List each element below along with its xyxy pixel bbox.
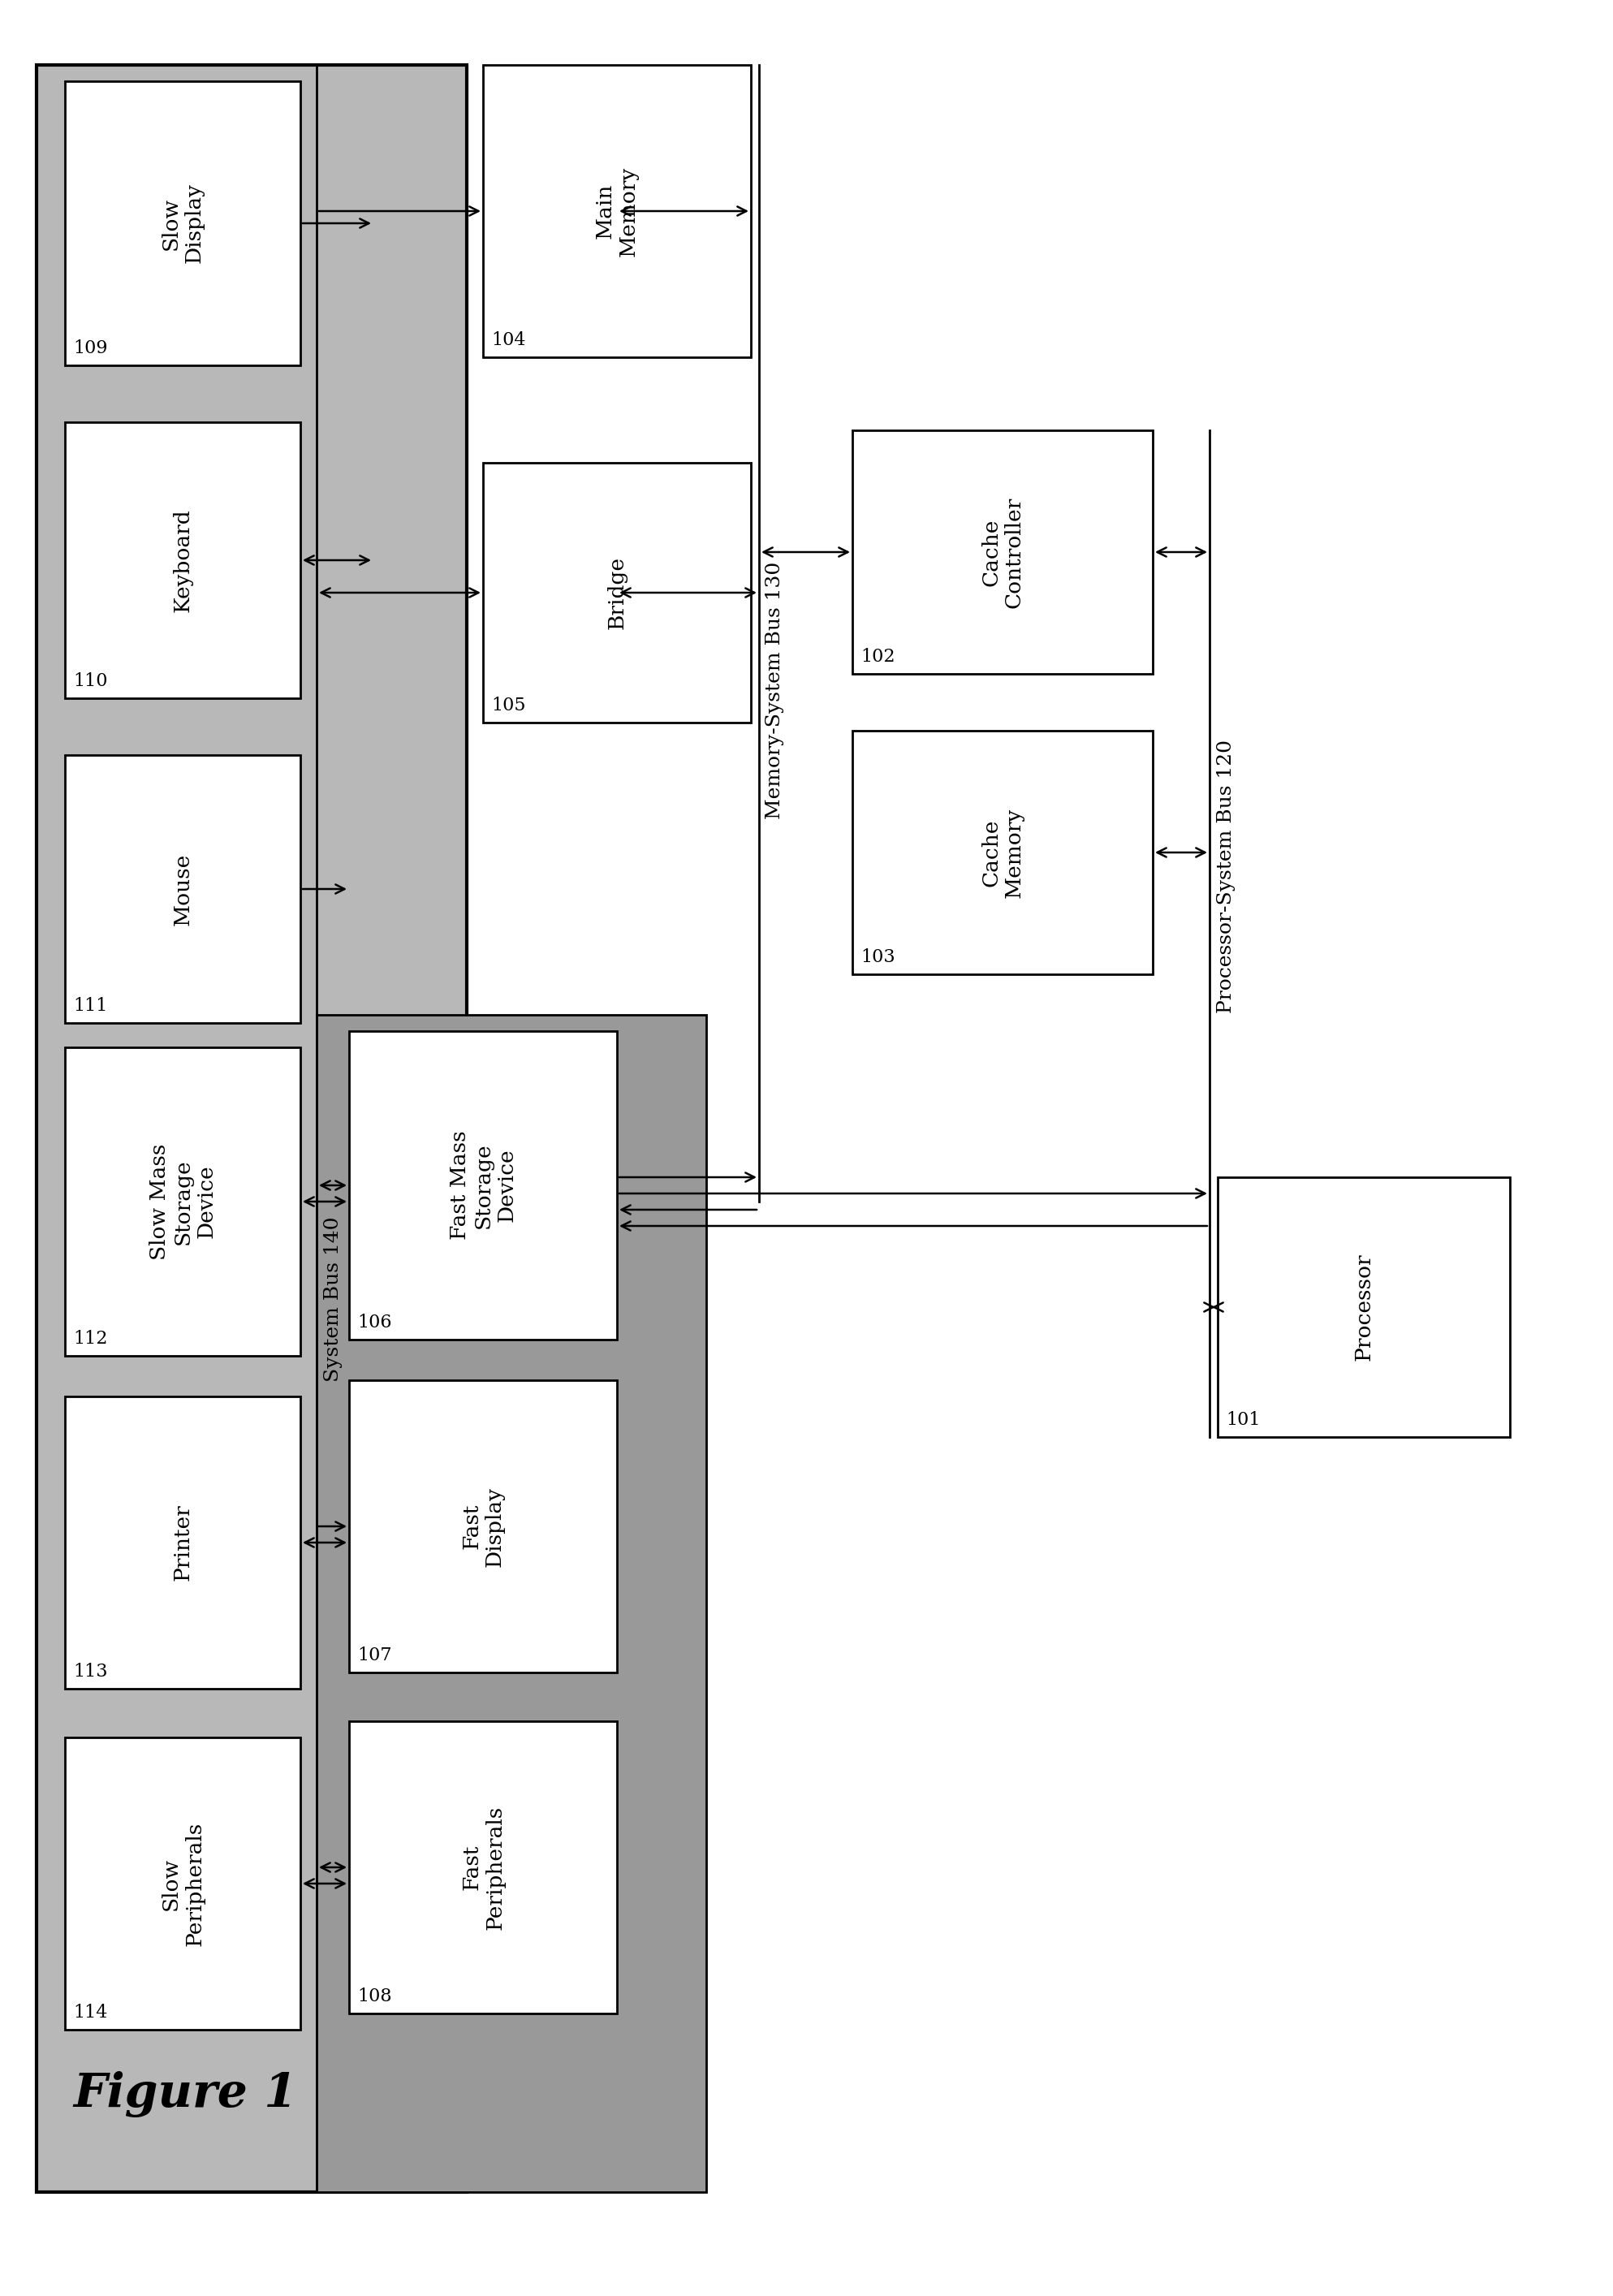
Text: Processor-System Bus 120: Processor-System Bus 120 [1216,739,1236,1013]
Bar [852,730,1153,974]
Bar [65,80,300,365]
Bar [65,1047,300,1357]
Bar [482,64,752,358]
Text: 101: 101 [1226,1412,1260,1428]
Text: Fast Mass
Storage
Device: Fast Mass Storage Device [450,1130,516,1240]
Text: 111: 111 [73,996,108,1015]
Text: 108: 108 [356,1988,392,2004]
Text: Keyboard: Keyboard [173,507,194,613]
Text: Processor: Processor [1353,1254,1374,1362]
Bar [65,1738,300,2030]
Bar [316,1015,706,2193]
Text: Mouse: Mouse [173,852,194,925]
Text: Slow Mass
Storage
Device: Slow Mass Storage Device [148,1143,216,1261]
Text: Fast
Peripherals: Fast Peripherals [461,1805,505,1929]
Text: 112: 112 [73,1329,108,1348]
Text: Main
Memory: Main Memory [595,165,639,257]
Text: Figure 1: Figure 1 [73,2071,297,2117]
Bar [482,464,752,723]
Text: Fast
Display: Fast Display [461,1486,505,1566]
Bar [65,1396,300,1690]
Text: Bridge: Bridge [606,556,627,629]
Text: 110: 110 [73,673,108,691]
Text: Printer: Printer [173,1504,194,1582]
Text: System Bus 140: System Bus 140 [324,1217,342,1382]
Text: 102: 102 [860,647,895,666]
Text: Cache
Memory: Cache Memory [981,808,1024,898]
Bar [348,1722,616,2014]
Text: 104: 104 [490,331,526,349]
Bar [65,422,300,698]
Text: 109: 109 [73,340,108,358]
Text: Memory-System Bus 130: Memory-System Bus 130 [766,560,784,820]
Bar [348,1031,616,1339]
Text: 106: 106 [356,1313,392,1332]
Bar [37,64,466,2193]
Text: 103: 103 [860,948,895,967]
Text: Slow
Display: Slow Display [161,184,205,264]
Text: 114: 114 [73,2004,108,2020]
Text: Slow
Peripherals: Slow Peripherals [161,1821,205,1945]
Text: 113: 113 [73,1662,108,1681]
Bar [1218,1178,1510,1437]
Bar [65,755,300,1024]
Bar [852,429,1153,673]
Bar [348,1380,616,1671]
Text: 107: 107 [356,1646,392,1665]
Text: 105: 105 [490,696,526,714]
Text: Cache
Controller: Cache Controller [981,496,1024,608]
